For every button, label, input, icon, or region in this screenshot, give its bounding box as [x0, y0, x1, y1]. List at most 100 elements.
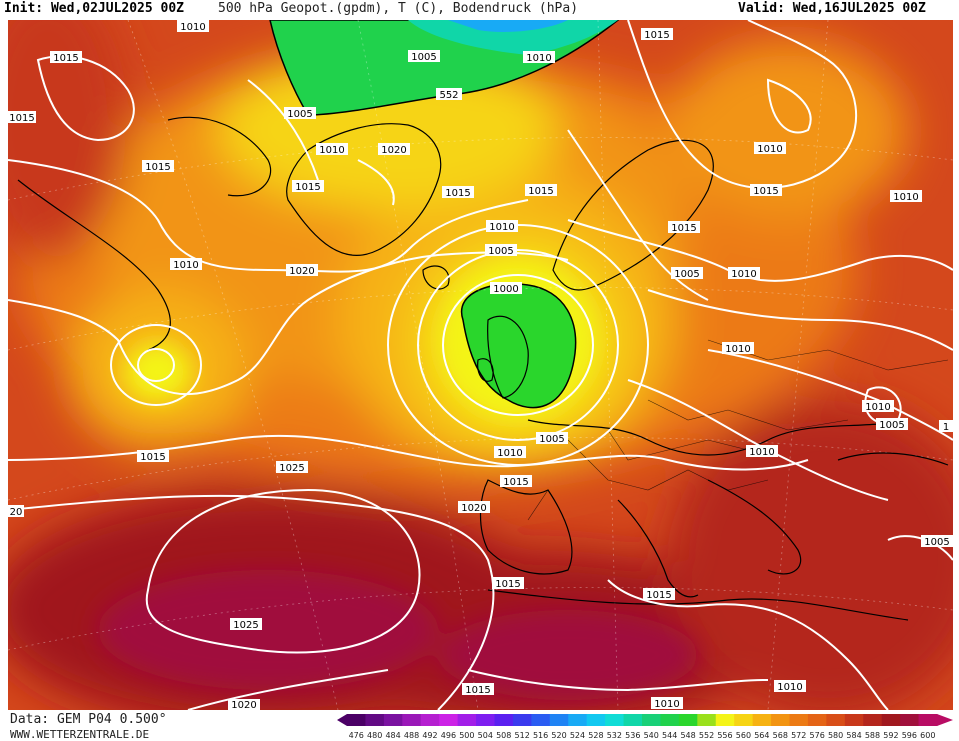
svg-text:1015: 1015: [646, 590, 671, 601]
legend-swatch: [697, 714, 717, 726]
legend-swatch: [365, 714, 385, 726]
site-credit: WWW.WETTERZENTRALE.DE: [10, 728, 150, 741]
isobar-high: [110, 324, 202, 406]
svg-text:1015: 1015: [445, 188, 470, 199]
legend-tick-label: 508: [496, 731, 512, 740]
legend-tick-label: 548: [680, 731, 696, 740]
chart-footer: Data: GEM P04 0.500° WWW.WETTERZENTRALE.…: [0, 710, 959, 741]
map-label: 1005: [408, 50, 440, 63]
legend-tick-label: 536: [625, 731, 641, 740]
map-label: 1015: [292, 180, 324, 193]
coast-scandinavia: [552, 139, 714, 291]
chart-title: 500 hPa Geopot.(gpdm), T (C), Bodendruck…: [218, 1, 579, 16]
legend-swatch: [586, 714, 606, 726]
isobar: [357, 159, 395, 206]
legend-swatch: [715, 714, 735, 726]
svg-text:1: 1: [943, 422, 949, 433]
svg-text:1005: 1005: [287, 109, 312, 120]
cold-core-arctic-inner: [448, 20, 568, 32]
legend-tick-label: 476: [348, 731, 364, 740]
svg-text:1010: 1010: [777, 682, 802, 693]
legend-swatch: [807, 714, 827, 726]
legend-tick-label: 596: [901, 731, 917, 740]
map-label: 1010: [523, 51, 555, 64]
isobar: [8, 494, 495, 710]
legend-swatch: [918, 714, 938, 726]
legend-tick-label: 524: [569, 731, 586, 740]
coast-iceland: [422, 265, 450, 290]
svg-text:1015: 1015: [53, 53, 78, 64]
legend-swatch: [531, 714, 551, 726]
isobar: [607, 579, 889, 710]
legend-tick-label: 576: [809, 731, 825, 740]
isobar: [8, 251, 569, 396]
svg-text:1005: 1005: [411, 52, 436, 63]
legend-swatch: [752, 714, 772, 726]
legend-tick-label: 484: [385, 731, 401, 740]
legend-arrow-left: [337, 714, 347, 726]
svg-text:1010: 1010: [893, 192, 918, 203]
svg-text:1010: 1010: [173, 260, 198, 271]
map-label: 1005: [921, 535, 953, 548]
svg-text:1005: 1005: [879, 420, 904, 431]
isobar: [187, 669, 389, 710]
valid-time: Valid: Wed,16JUL2025 00Z: [738, 1, 926, 16]
legend-tick-label: 516: [532, 731, 549, 740]
svg-text:1010: 1010: [497, 448, 522, 459]
legend-swatch: [420, 714, 440, 726]
svg-text:1010: 1010: [180, 22, 205, 33]
map-label: 1010: [774, 680, 806, 693]
cold-core-arctic: [408, 20, 618, 55]
svg-text:1020: 1020: [381, 145, 406, 156]
svg-text:1015: 1015: [671, 223, 696, 234]
map-label: 1015: [137, 450, 169, 463]
svg-text:1020: 1020: [461, 503, 486, 514]
legend-swatch: [512, 714, 532, 726]
map-label: 1015: [500, 475, 532, 488]
legend-swatch: [383, 714, 403, 726]
legend-tick-label: 572: [791, 731, 807, 740]
legend-tick-label: 584: [846, 731, 862, 740]
legend-swatch: [605, 714, 625, 726]
svg-text:1015: 1015: [495, 579, 520, 590]
coast-britain: [487, 315, 529, 399]
svg-text:552: 552: [439, 90, 458, 101]
map-label: 1: [939, 420, 953, 433]
svg-text:1010: 1010: [725, 344, 750, 355]
map-label: 1020: [228, 699, 260, 710]
legend-swatch: [881, 714, 901, 726]
isobar: [36, 55, 135, 142]
map-label: 1015: [462, 683, 494, 696]
coast-greenland: [286, 123, 442, 256]
map-label: 1020: [286, 264, 318, 277]
svg-text:1005: 1005: [539, 434, 564, 445]
legend-swatch: [439, 714, 459, 726]
isobars: [8, 20, 953, 710]
svg-text:1005: 1005: [674, 269, 699, 280]
svg-text:1015: 1015: [753, 186, 778, 197]
svg-text:1015: 1015: [145, 162, 170, 173]
chart-header: Init: Wed,02JUL2025 00Z 500 hPa Geopot.(…: [0, 0, 959, 20]
isobar: [8, 434, 809, 471]
isobar: [567, 219, 953, 282]
svg-text:1025: 1025: [279, 463, 304, 474]
legend-swatch: [623, 714, 643, 726]
map-label: 1005: [485, 244, 517, 257]
legend-swatch: [863, 714, 883, 726]
map-label: 1010: [486, 220, 518, 233]
map-label: 20: [8, 505, 24, 518]
map-label: 1025: [230, 618, 262, 631]
legend-tick-label: 544: [662, 731, 678, 740]
map-label: 1015: [641, 28, 673, 41]
map-label: 1025: [276, 461, 308, 474]
color-legend: 476 480 484 488 492 496 500 504 508 512 516 520 524 5…: [337, 713, 957, 741]
map-label: 1010: [651, 697, 683, 710]
field-shading: [8, 20, 953, 710]
legend-tick-label: 492: [422, 731, 438, 740]
coast-black-sea: [837, 452, 949, 466]
map-label: 1010: [316, 143, 348, 156]
map-label: 1010: [170, 258, 202, 271]
legend-tick-label: 512: [514, 731, 530, 740]
svg-text:1010: 1010: [757, 144, 782, 155]
map-label: 1020: [378, 143, 410, 156]
